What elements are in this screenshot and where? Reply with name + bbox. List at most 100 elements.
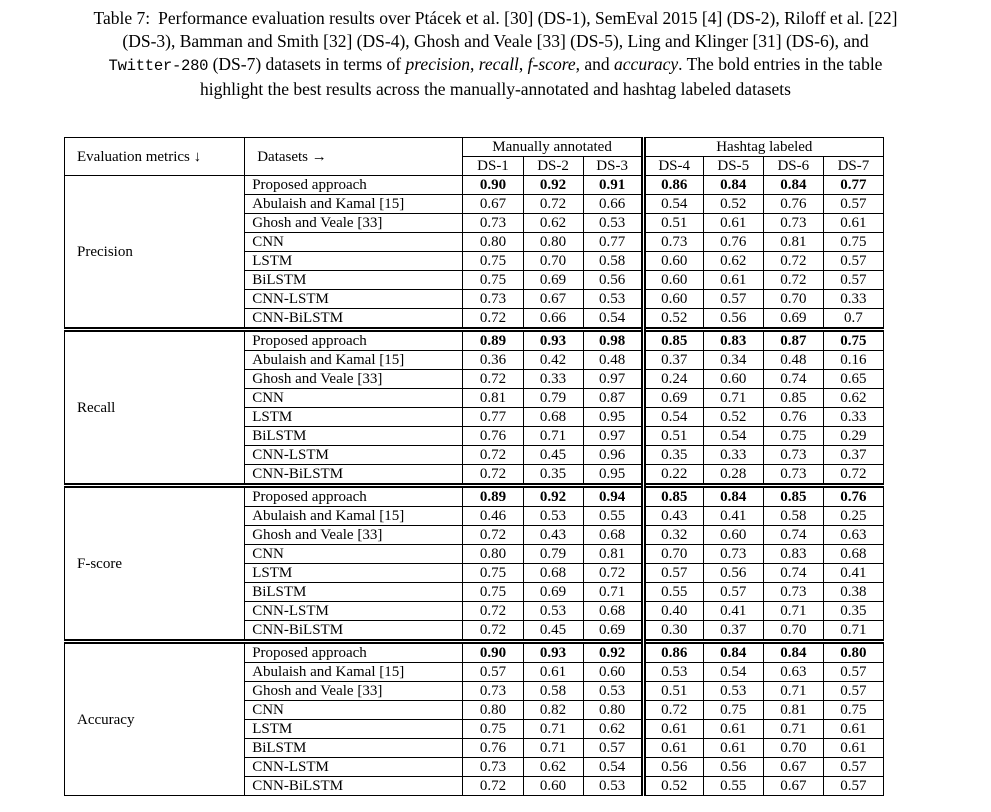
value-cell: 0.69	[762, 308, 824, 330]
value-cell: 0.84	[702, 483, 764, 507]
value-cell: 0.75	[762, 426, 824, 446]
table-row: Ghosh and Veale [33] 0.73 0.58 0.53 0.51 0.53…	[65, 681, 885, 701]
value-cell: 0.89	[462, 483, 524, 507]
value-cell: 0.51	[640, 213, 704, 233]
value-cell: 0.89	[462, 327, 524, 351]
value-cell: 0.61	[822, 213, 885, 233]
value-cell: 0.76	[462, 426, 524, 446]
table-row: Abulaish and Kamal [15] 0.36 0.42 0.48 0.37 0…	[65, 350, 885, 370]
model-name-cell: CNN-LSTM	[244, 757, 464, 777]
caption-line: (DS-3), Bamman and Smith [32] (DS-4), Gh…	[0, 30, 991, 53]
table-row: F-score Proposed approach 0.89 0.92 0.94 0.85…	[63, 483, 885, 642]
value-cell: 0.75	[822, 700, 885, 720]
value-cell: 0.93	[522, 639, 584, 663]
value-cell: 0.60	[640, 251, 704, 271]
metric-block-precision: Precision Proposed approach 0.90 0.92 0.91 0.…	[63, 175, 885, 330]
value-cell: 0.92	[582, 639, 644, 663]
value-cell: 0.75	[462, 251, 524, 271]
table-row: CNN-BiLSTM 0.72 0.60 0.53 0.52 0.55 0.67 0.57	[65, 776, 885, 796]
value-cell: 0.30	[640, 620, 704, 642]
value-cell: 0.56	[702, 563, 764, 583]
model-name-cell: LSTM	[244, 407, 464, 427]
value-cell: 0.54	[582, 308, 644, 330]
metric-label: Accuracy	[63, 639, 246, 796]
value-cell: 0.86	[640, 639, 704, 663]
value-cell: 0.61	[640, 738, 704, 758]
value-cell: 0.53	[522, 506, 584, 526]
table-header: Evaluation metrics ↓ Datasets → Manually…	[63, 137, 885, 176]
caption-segment: Table 7:	[93, 8, 151, 28]
value-cell: 0.61	[702, 719, 764, 739]
value-cell: 0.56	[702, 757, 764, 777]
value-cell: 0.75	[462, 582, 524, 602]
value-cell: 0.61	[522, 662, 584, 682]
value-cell: 0.52	[640, 308, 704, 330]
value-cell: 0.73	[462, 213, 524, 233]
table-row: BiLSTM 0.76 0.71 0.57 0.61 0.61 0.70 0.61	[65, 738, 885, 758]
value-cell: 0.62	[522, 757, 584, 777]
value-cell: 0.51	[640, 426, 704, 446]
value-cell: 0.71	[762, 601, 824, 621]
table-row: CNN-LSTM 0.72 0.53 0.68 0.40 0.41 0.71 0.35	[65, 601, 885, 621]
model-name-cell: Ghosh and Veale [33]	[244, 525, 464, 545]
value-cell: 0.55	[702, 776, 764, 796]
value-cell: 0.76	[702, 232, 764, 252]
value-cell: 0.53	[640, 662, 704, 682]
table-row: Abulaish and Kamal [15] 0.46 0.53 0.55 0.43 0…	[65, 506, 885, 526]
value-cell: 0.56	[640, 757, 704, 777]
value-cell: 0.35	[522, 464, 584, 486]
value-cell: 0.71	[762, 719, 824, 739]
value-cell: 0.60	[582, 662, 644, 682]
value-cell: 0.76	[822, 483, 885, 507]
caption-segment: accuracy	[614, 54, 679, 74]
value-cell: 0.53	[582, 289, 644, 309]
value-cell: 0.75	[822, 327, 885, 351]
value-cell: 0.77	[822, 175, 885, 195]
value-cell: 0.53	[702, 681, 764, 701]
table-row: CNN-BiLSTM 0.72 0.35 0.95 0.22 0.28 0.73 0.72	[65, 464, 885, 486]
value-cell: 0.42	[522, 350, 584, 370]
value-cell: 0.57	[822, 776, 885, 796]
value-cell: 0.73	[462, 757, 524, 777]
value-cell: 0.52	[702, 407, 764, 427]
value-cell: 0.66	[582, 194, 644, 214]
value-cell: 0.70	[762, 289, 824, 309]
value-cell: 0.61	[822, 719, 885, 739]
value-cell: 0.90	[462, 175, 524, 195]
value-cell: 0.97	[582, 426, 644, 446]
value-cell: 0.72	[462, 445, 524, 465]
value-cell: 0.73	[462, 289, 524, 309]
value-cell: 0.91	[582, 175, 644, 195]
header-ds-6: DS-6	[762, 156, 824, 176]
value-cell: 0.69	[522, 270, 584, 290]
value-cell: 0.86	[640, 175, 704, 195]
value-cell: 0.46	[462, 506, 524, 526]
value-cell: 0.72	[640, 700, 704, 720]
value-cell: 0.52	[702, 194, 764, 214]
value-cell: 0.54	[582, 757, 644, 777]
value-cell: 0.73	[640, 232, 704, 252]
value-cell: 0.94	[582, 483, 644, 507]
value-cell: 0.93	[522, 327, 584, 351]
value-cell: 0.85	[640, 327, 704, 351]
value-cell: 0.81	[762, 700, 824, 720]
header-group-hashtag-labeled: Hashtag labeled	[640, 137, 885, 157]
model-name-cell: CNN	[244, 388, 464, 408]
model-name-cell: BiLSTM	[244, 426, 464, 446]
caption-line: highlight the best results across the ma…	[0, 78, 991, 101]
table-row: CNN 0.80 0.79 0.81 0.70 0.73 0.83 0.68	[65, 544, 885, 564]
value-cell: 0.58	[582, 251, 644, 271]
header-ds-2: DS-2	[522, 156, 584, 176]
metric-label: F-score	[63, 483, 246, 642]
model-name-cell: Proposed approach	[244, 327, 464, 351]
value-cell: 0.73	[462, 681, 524, 701]
table-row: LSTM 0.75 0.68 0.72 0.57 0.56 0.74 0.41	[65, 563, 885, 583]
value-cell: 0.33	[702, 445, 764, 465]
value-cell: 0.63	[762, 662, 824, 682]
value-cell: 0.73	[762, 582, 824, 602]
model-name-cell: Ghosh and Veale [33]	[244, 369, 464, 389]
value-cell: 0.75	[462, 270, 524, 290]
value-cell: 0.62	[702, 251, 764, 271]
value-cell: 0.77	[582, 232, 644, 252]
value-cell: 0.7	[822, 308, 885, 330]
